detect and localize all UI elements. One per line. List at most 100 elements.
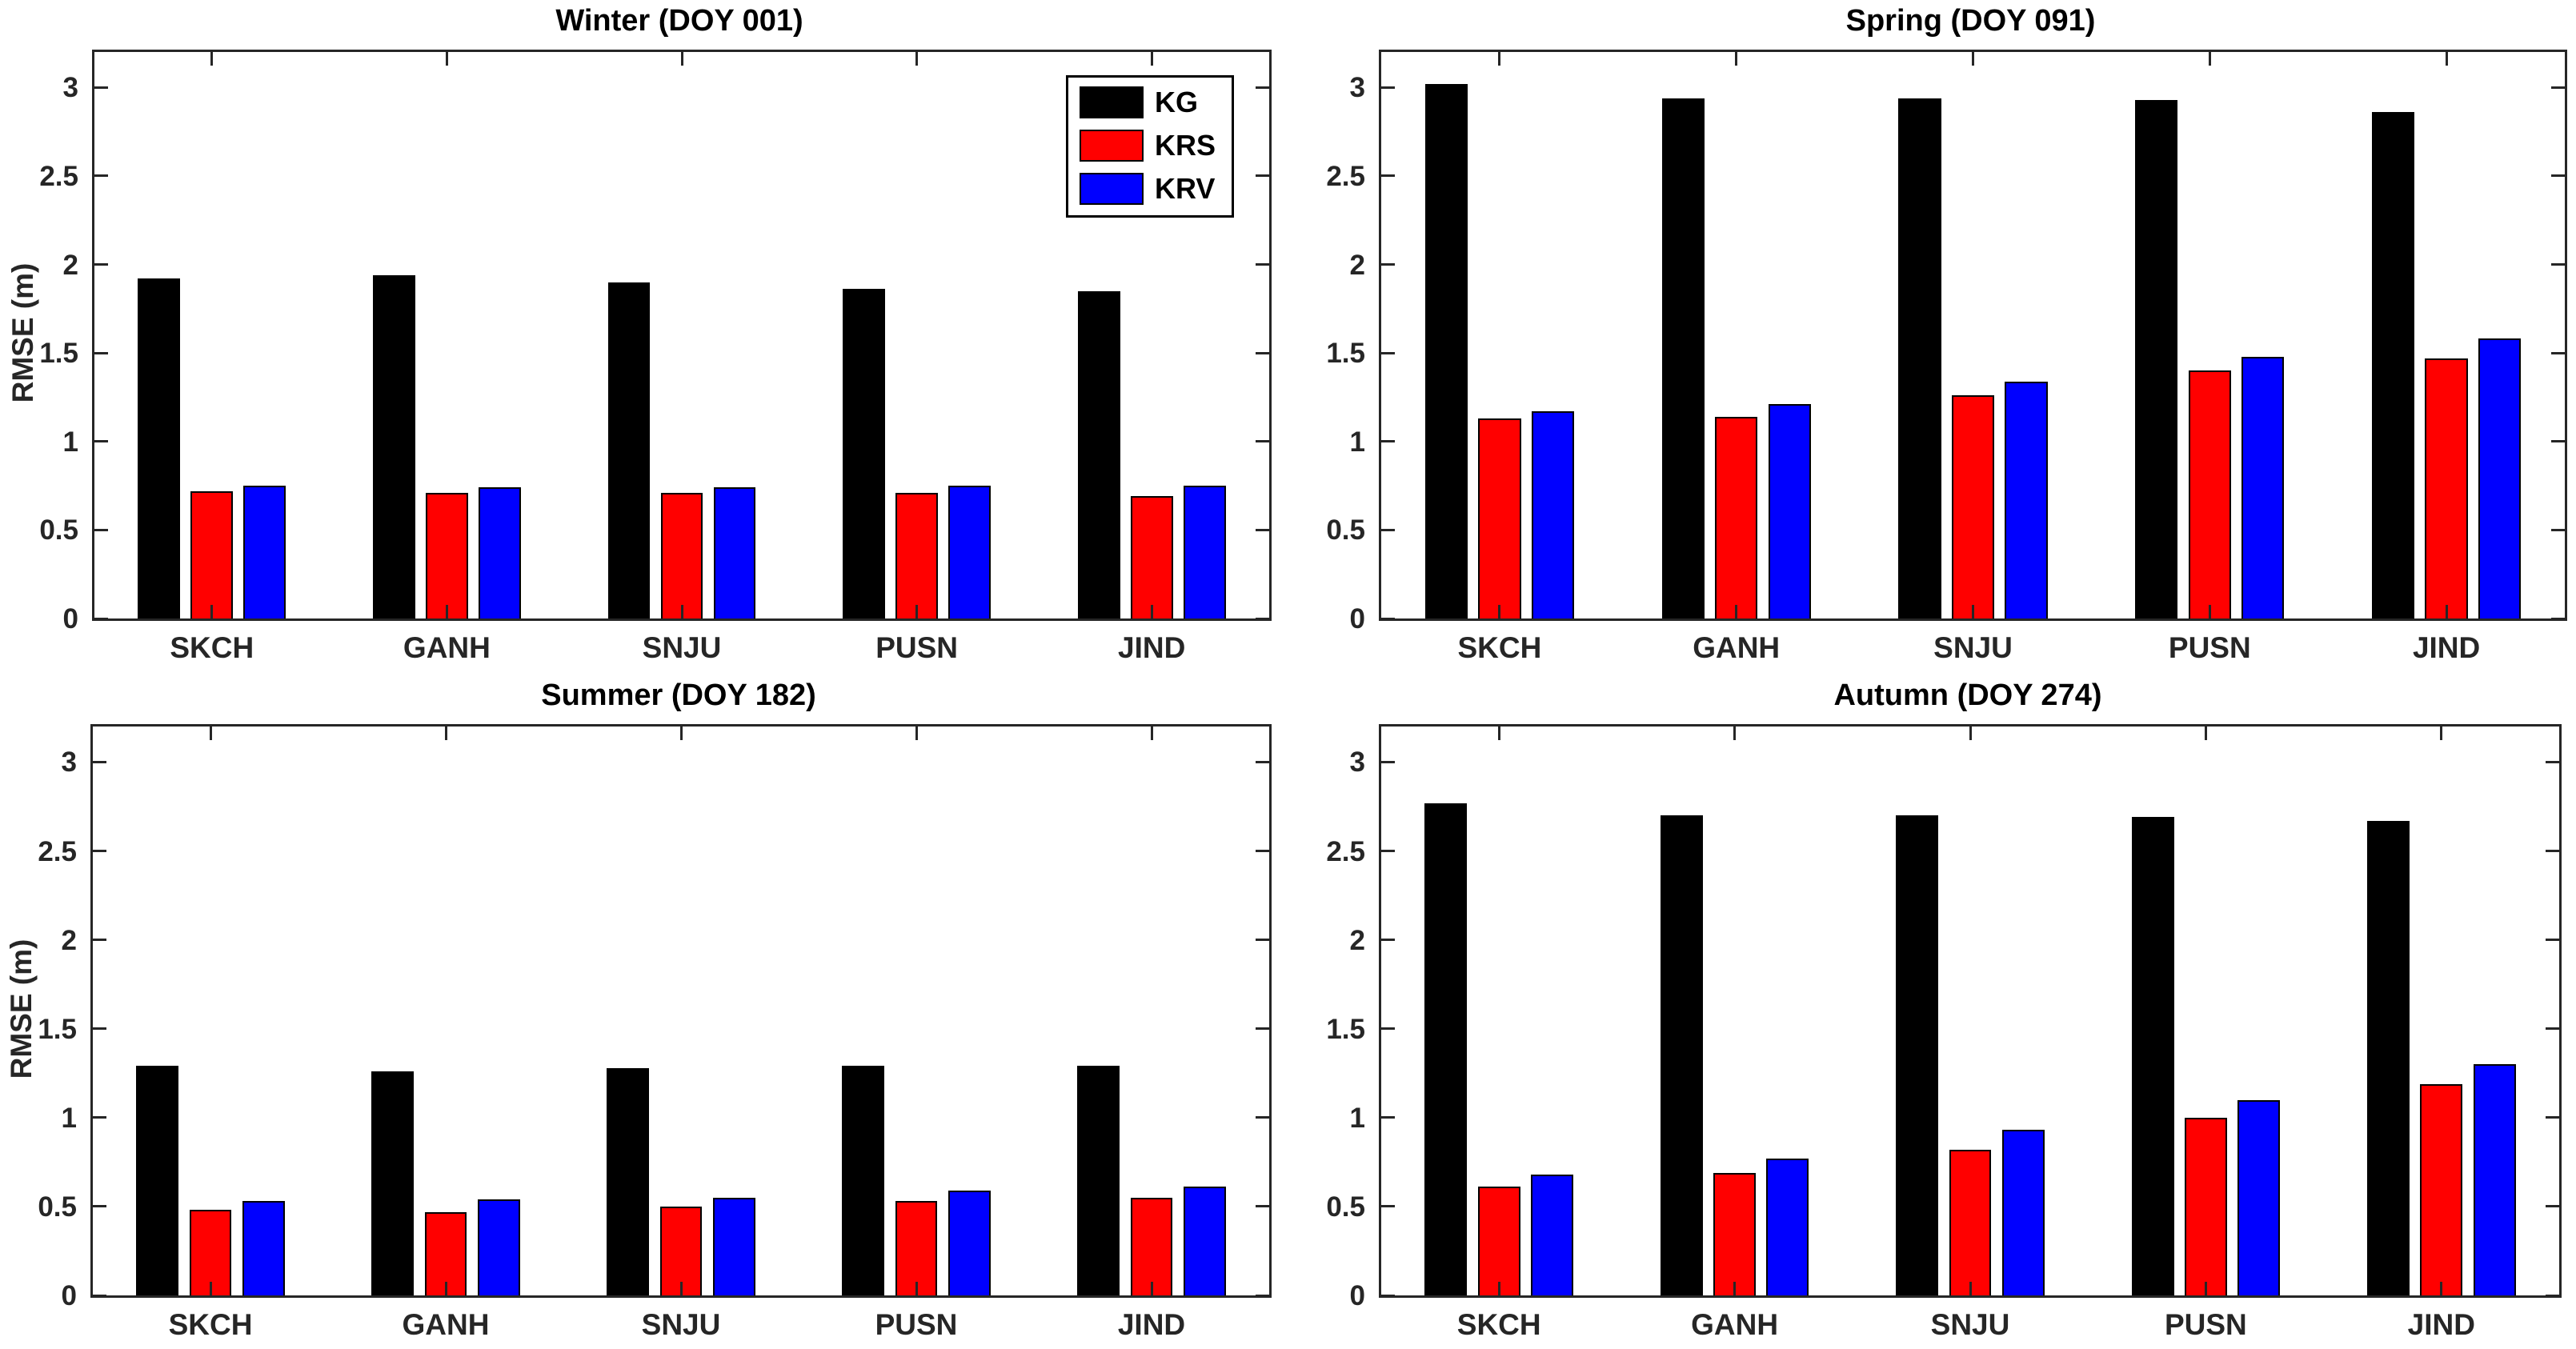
bar-kg-ganh	[1661, 98, 1705, 618]
y-tick-right	[2546, 939, 2559, 942]
y-tick-label: 0	[1349, 603, 1365, 634]
bar-kg-jind	[1077, 1066, 1120, 1295]
y-tick-right	[1256, 850, 1269, 853]
y-tick-right	[1256, 263, 1269, 266]
y-tick-label: 3	[1349, 747, 1365, 779]
y-tick-label: 1	[61, 1102, 77, 1134]
bar-krv-snju	[713, 487, 756, 618]
y-tick-right	[1256, 351, 1269, 354]
y-tick-left	[93, 1294, 106, 1297]
x-tick-top	[210, 52, 214, 66]
y-axis-label: RMSE (m)	[6, 262, 39, 403]
y-tick-left	[1381, 174, 1395, 178]
y-tick-label: 1	[1349, 426, 1365, 458]
x-tick-bottom	[1497, 1282, 1500, 1295]
bar-kg-jind	[2367, 820, 2410, 1295]
y-tick-left	[1381, 760, 1395, 763]
x-tick-top	[444, 727, 447, 740]
bar-kg-jind	[2371, 112, 2415, 618]
y-tick-label: 2.5	[1326, 160, 1365, 192]
bar-krs-skch	[1477, 1187, 1520, 1295]
bar-kg-snju	[607, 282, 651, 618]
subplot-title-autumn: Autumn (DOY 274)	[1833, 679, 2102, 712]
bar-krs-snju	[1949, 1149, 1992, 1295]
plot-area-summer: 0 0.5 1 1.5 2 2.5 3 SKCH GANH SNJU PUSN JIND	[38, 724, 1272, 1339]
y-tick-label: 0.5	[1326, 1191, 1365, 1223]
subplot-summer: Summer (DOY 182) RMSE (m) 0 0.5 1 1.5 2 2.5 3 S…	[5, 679, 1272, 1339]
x-tick-top	[679, 727, 683, 740]
bar-kg-skch	[1424, 803, 1468, 1295]
y-tick-left	[94, 86, 108, 89]
plot-area-autumn: 0 0.5 1 1.5 2 2.5 3 SKCH GANH SNJU PUSN JIND	[1326, 724, 2562, 1339]
y-tick-label: 2	[62, 249, 78, 281]
plot-area-spring: 0 0.5 1 1.5 2 2.5 3 SKCH GANH SNJU PUSN JIND	[1326, 50, 2567, 662]
bar-krv-jind	[1183, 1187, 1226, 1295]
x-tick-label: PUSN	[2164, 1308, 2247, 1341]
bar-krs-jind	[1130, 496, 1173, 618]
x-tick-bottom	[679, 1282, 683, 1295]
y-tick-label: 2	[1349, 249, 1365, 281]
y-tick-left	[1381, 1294, 1395, 1297]
bar-krs-ganh	[1713, 1172, 1757, 1295]
bar-krv-snju	[712, 1197, 755, 1295]
subplot-title-summer: Summer (DOY 182)	[541, 679, 816, 712]
y-tick-label: 0.5	[1326, 514, 1365, 546]
y-tick-right	[1256, 86, 1269, 89]
y-tick-right	[2551, 174, 2565, 178]
bar-krv-jind	[2473, 1064, 2516, 1295]
bar-kg-snju	[1898, 98, 1941, 618]
bar-krv-ganh	[1768, 404, 1811, 618]
legend-swatch-krs	[1080, 130, 1144, 162]
y-tick-left	[94, 351, 108, 354]
bar-krv-pusn	[947, 1190, 991, 1295]
x-tick-label: PUSN	[875, 631, 958, 664]
y-tick-right	[2546, 760, 2559, 763]
y-tick-right	[1256, 1205, 1269, 1208]
y-tick-label: 0.5	[39, 514, 78, 546]
bar-krs-skch	[190, 490, 234, 618]
subplot-title-spring: Spring (DOY 091)	[1845, 4, 2096, 38]
x-tick-top	[2440, 727, 2443, 740]
y-tick-label: 2.5	[38, 835, 77, 867]
x-tick-top	[445, 52, 448, 66]
x-tick-bottom	[1150, 1282, 1153, 1295]
y-tick-right	[1256, 760, 1269, 763]
legend-entry-krs: KRS	[1068, 126, 1232, 167]
y-tick-left	[94, 174, 108, 178]
y-tick-left	[1381, 617, 1395, 620]
x-tick-label: JIND	[1117, 1308, 1186, 1341]
x-tick-bottom	[444, 1282, 447, 1295]
x-tick-bottom	[2440, 1282, 2443, 1295]
bar-krs-snju	[1951, 395, 1995, 618]
bar-kg-snju	[1896, 815, 1939, 1295]
bar-krv-jind	[1183, 486, 1226, 618]
bar-kg-pusn	[842, 1066, 885, 1295]
bar-krs-pusn	[895, 1201, 938, 1295]
x-tick-label: GANH	[1691, 1308, 1779, 1341]
y-tick-right	[1256, 528, 1269, 531]
x-tick-top	[1969, 727, 1972, 740]
bar-kg-pusn	[2135, 99, 2178, 618]
x-tick-label: GANH	[1693, 631, 1781, 664]
x-tick-label: SKCH	[170, 631, 254, 664]
x-tick-bottom	[1498, 605, 1501, 618]
y-tick-right	[1256, 1027, 1269, 1031]
bar-krv-snju	[2005, 381, 2048, 618]
x-tick-label: SKCH	[1457, 631, 1542, 664]
bar-krs-jind	[1130, 1197, 1173, 1295]
x-tick-bottom	[915, 1282, 918, 1295]
subplot-autumn: Autumn (DOY 274) 0 0.5 1 1.5 2 2.5 3 SKCH GANH SN…	[1326, 679, 2562, 1339]
x-tick-bottom	[2204, 1282, 2207, 1295]
y-tick-label: 1.5	[39, 338, 78, 370]
y-tick-left	[93, 1116, 106, 1119]
y-tick-right	[2551, 528, 2565, 531]
y-tick-left	[94, 440, 108, 443]
y-tick-label: 3	[62, 72, 78, 104]
subplot-spring: Spring (DOY 091) 0 0.5 1 1.5 2 2.5 3 SKCH GANH SN…	[1326, 4, 2567, 662]
x-tick-top	[1733, 727, 1737, 740]
x-tick-label: SNJU	[642, 631, 722, 664]
bar-kg-jind	[1077, 290, 1120, 618]
x-tick-label: JIND	[1118, 631, 1186, 664]
y-tick-left	[1381, 1116, 1395, 1119]
y-tick-left	[94, 528, 108, 531]
